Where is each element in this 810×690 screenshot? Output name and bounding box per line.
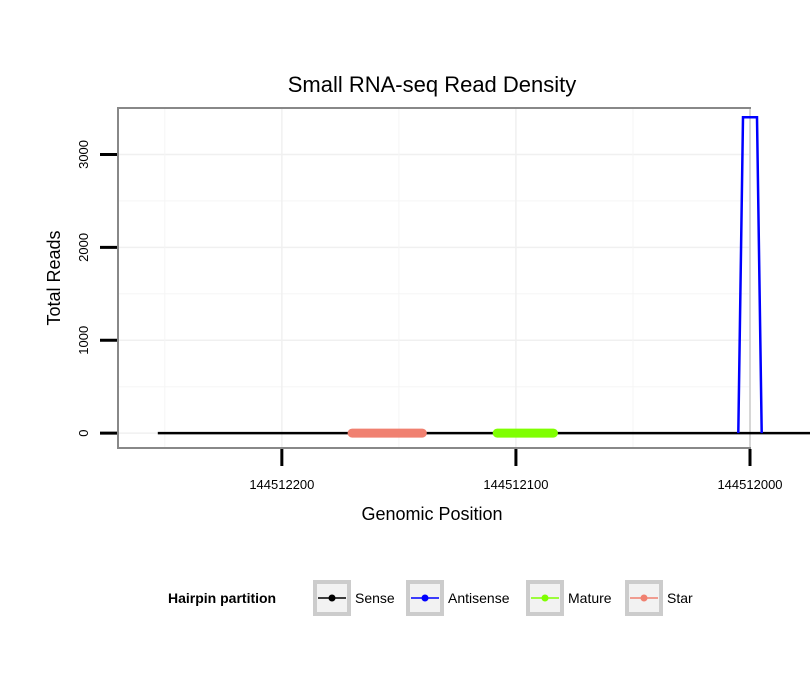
y-tick-label: 2000: [76, 233, 91, 262]
x-tick-label: 144512000: [717, 477, 782, 492]
series-line-antisense: [737, 116, 763, 434]
legend-title: Hairpin partition: [168, 590, 276, 606]
axes: 0 1000 2000 3000 144512200 144512100 144512000: [76, 140, 783, 492]
legend-key-dot-antisense: [421, 594, 429, 602]
legend: Hairpin partition Sense Antisense Mature St…: [168, 580, 693, 616]
legend-label-star: Star: [667, 590, 693, 606]
legend-label-sense: Sense: [355, 590, 395, 606]
y-axis-title: Total Reads: [44, 230, 64, 325]
grid: [119, 109, 751, 447]
y-tick-label: 0: [76, 430, 91, 437]
x-axis-title: Genomic Position: [361, 504, 502, 524]
x-tick-label: 144512200: [249, 477, 314, 492]
legend-label-mature: Mature: [568, 590, 612, 606]
chart-title: Small RNA-seq Read Density: [288, 72, 577, 97]
legend-key-dot-mature: [541, 594, 549, 602]
legend-label-antisense: Antisense: [448, 590, 510, 606]
legend-key-dot-sense: [328, 594, 336, 602]
legend-key-dot-star: [640, 594, 648, 602]
x-tick-label: 144512100: [483, 477, 548, 492]
y-tick-label: 1000: [76, 326, 91, 355]
plot-panel: [117, 107, 751, 449]
y-tick-label: 3000: [76, 140, 91, 169]
series-layer: [157, 116, 810, 438]
